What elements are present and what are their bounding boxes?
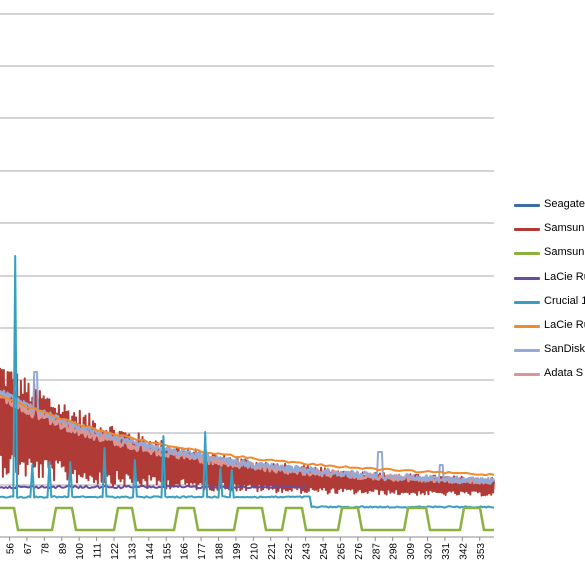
legend-label: Samsun [544, 222, 585, 235]
legend-item-7: Adata S [514, 367, 585, 391]
x-tick-label: 166 [180, 543, 191, 560]
legend-swatch [514, 324, 540, 328]
x-tick-label: 122 [110, 543, 121, 560]
legend-label: SanDisk [544, 343, 585, 356]
legend-swatch [514, 300, 540, 304]
x-tick-label: 309 [406, 543, 417, 560]
legend-label: LaCie Ru [544, 318, 585, 331]
x-tick-label: 89 [58, 543, 69, 555]
x-tick-label: 320 [424, 543, 435, 560]
x-tick-label: 276 [354, 543, 365, 560]
x-tick-label: 188 [215, 543, 226, 560]
x-tick-label: 199 [232, 543, 243, 560]
x-tick-label: 177 [197, 543, 208, 560]
legend-swatch [514, 204, 540, 207]
legend-swatch [514, 373, 540, 377]
legend-swatch [514, 228, 540, 232]
x-tick-label: 100 [75, 543, 86, 560]
x-tick-label: 221 [267, 543, 278, 560]
series-line-lacie-orange [0, 393, 495, 477]
series-lines [0, 255, 495, 532]
legend-swatch [514, 252, 540, 256]
x-tick-label: 210 [249, 543, 260, 560]
x-tick-label: 298 [389, 543, 400, 560]
x-tick-label: 265 [336, 543, 347, 560]
legend-label: Samsun [544, 246, 585, 259]
series-line-samsun-2 [0, 506, 495, 532]
x-tick-label: 67 [23, 543, 34, 555]
x-tick-label: 111 [93, 543, 104, 559]
legend-label: Seagate [544, 198, 585, 210]
legend-item-1: Samsun [514, 222, 585, 246]
x-tick-label: 287 [371, 543, 382, 560]
legend-item-0: Seagate [514, 198, 585, 222]
legend-item-4: Crucial 1 [514, 295, 585, 319]
legend: Seagate Samsun Samsun LaCie Ru Crucial 1… [514, 198, 585, 392]
legend-item-6: SanDisk [514, 343, 585, 367]
x-tick-label: 155 [162, 543, 173, 560]
x-tick-label: 243 [302, 543, 313, 560]
legend-swatch [514, 349, 540, 353]
legend-item-5: LaCie Ru [514, 319, 585, 343]
x-tick-label: 144 [145, 543, 156, 560]
x-tick-label: 56 [6, 543, 17, 555]
legend-item-2: Samsun [514, 246, 585, 270]
x-axis: 56 67 78 89 100 111 122 133 144 155 166 177 188 199 21… [0, 536, 494, 560]
legend-label: Crucial 1 [544, 294, 585, 307]
legend-item-3: LaCie Ru [514, 271, 585, 295]
x-tick-label: 342 [458, 543, 469, 560]
legend-label: LaCie Ru [544, 270, 585, 283]
legend-label: Adata S [544, 367, 584, 380]
x-tick-label: 232 [284, 543, 295, 560]
x-tick-label: 331 [441, 543, 452, 560]
x-tick-label: 254 [319, 543, 330, 560]
x-tick-label: 133 [127, 543, 138, 560]
x-tick-label: 78 [40, 543, 51, 555]
x-tick-label: 353 [476, 543, 487, 560]
legend-swatch [514, 276, 540, 280]
